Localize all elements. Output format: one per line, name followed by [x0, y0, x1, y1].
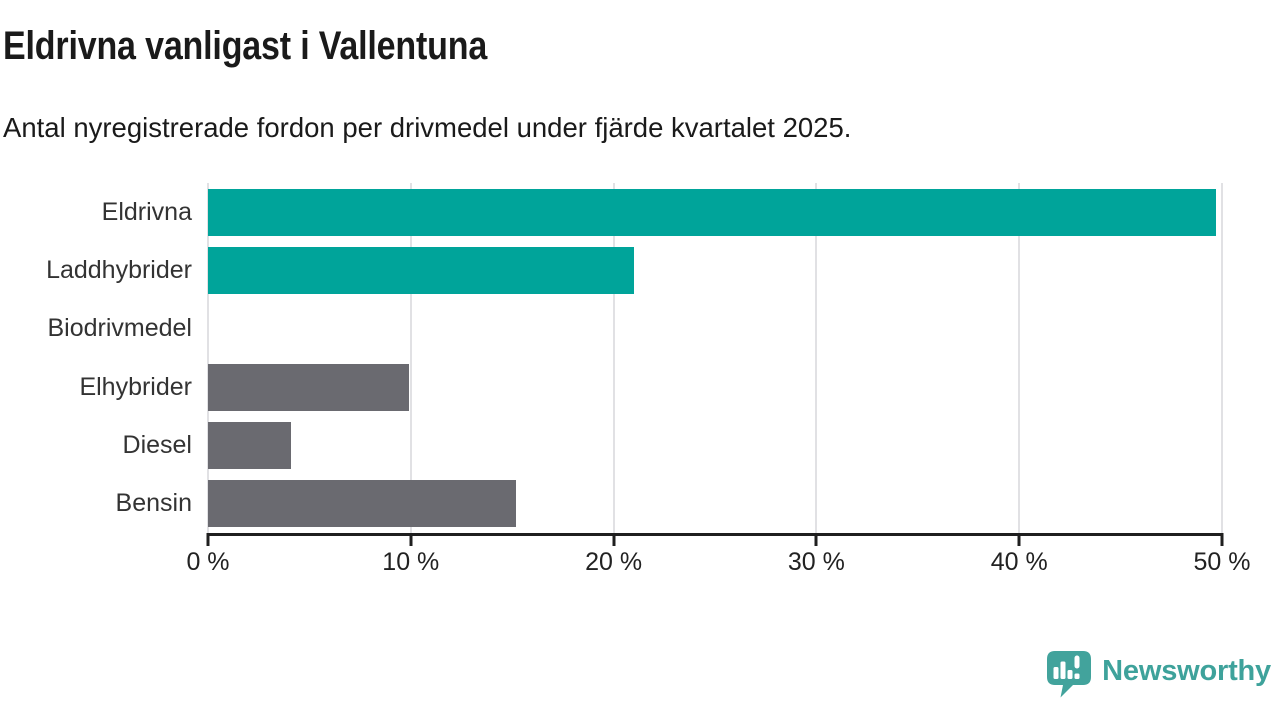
- bar-laddhybrider: [208, 247, 634, 294]
- x-axis-line: [207, 533, 1223, 536]
- bar-diesel: [208, 422, 292, 469]
- bar-eldrivna: [208, 188, 1216, 236]
- category-label-elhybrider: Elhybrider: [79, 372, 192, 401]
- x-axis-tick-label-20: 20 %: [585, 548, 643, 576]
- x-axis-tick-40: [1017, 533, 1021, 546]
- gridline-10: [409, 183, 412, 533]
- x-axis-tick-50: [1220, 533, 1224, 546]
- x-axis-tick-label-50: 50 %: [1193, 548, 1251, 576]
- gridline-0: [207, 183, 209, 533]
- category-label-eldrivna: Eldrivna: [101, 197, 192, 226]
- gridline-40: [1018, 183, 1021, 533]
- category-label-laddhybrider: Laddhybrider: [46, 255, 192, 284]
- category-label-diesel: Diesel: [122, 430, 192, 459]
- chart-subtitle: Antal nyregistrerade fordon per drivmede…: [3, 112, 852, 143]
- x-axis-tick-30: [814, 533, 818, 546]
- newsworthy-bubble-chart-icon: [1047, 651, 1092, 698]
- x-axis-tick-20: [612, 533, 616, 546]
- category-label-bensin: Bensin: [115, 489, 192, 518]
- gridline-30: [815, 183, 818, 533]
- gridline-50: [1221, 183, 1223, 533]
- x-axis-tick-label-30: 30 %: [787, 548, 845, 576]
- bar-chart-plot-area: Eldrivna Laddhybrider Biodrivmedel Elhybrid…: [46, 183, 1250, 576]
- newsworthy-logo[interactable]: Newsworthy: [1046, 650, 1271, 698]
- bar-bensin: [208, 480, 517, 528]
- gridline-20: [612, 183, 615, 533]
- category-label-biodrivmedel: Biodrivmedel: [47, 314, 192, 343]
- newsworthy-brand-text: Newsworthy: [1102, 654, 1271, 687]
- x-axis-tick-label-10: 10 %: [382, 548, 440, 576]
- bar-elhybrider: [208, 363, 409, 411]
- x-axis-tick-0: [206, 533, 210, 546]
- x-axis-tick-10: [409, 533, 413, 546]
- x-axis-tick-label-40: 40 %: [990, 548, 1048, 576]
- x-axis-tick-label-0: 0 %: [186, 548, 230, 576]
- chart-title: Eldrivna vanligast i Vallentuna: [3, 24, 488, 68]
